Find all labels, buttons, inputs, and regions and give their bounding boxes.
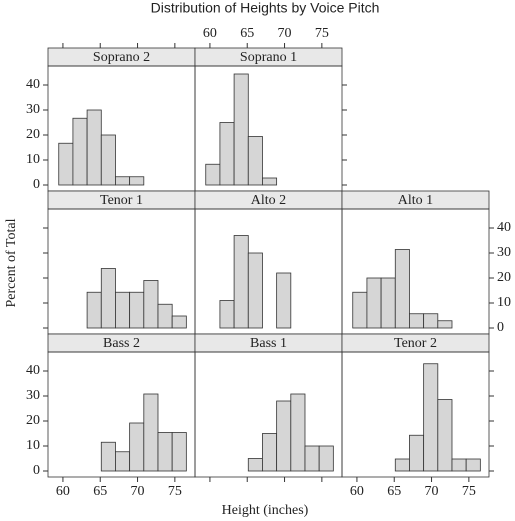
bar xyxy=(451,458,467,472)
bar xyxy=(219,122,235,186)
panel xyxy=(341,351,490,478)
y-axis-label: Percent of Total xyxy=(4,218,19,307)
bar xyxy=(233,73,249,186)
bar xyxy=(143,393,159,472)
x-axis-label: Height (inches) xyxy=(222,503,309,518)
bar xyxy=(157,303,173,329)
bar xyxy=(205,163,221,186)
chart-title: Distribution of Heights by Voice Pitch xyxy=(151,0,380,16)
x-tick-label: 75 xyxy=(315,26,329,41)
bar xyxy=(58,142,74,186)
x-tick-label: 75 xyxy=(168,484,182,499)
bar xyxy=(290,393,306,472)
y-tick-label: 30 xyxy=(26,388,40,403)
bar xyxy=(262,433,278,472)
bar xyxy=(115,451,131,472)
bar xyxy=(247,252,263,329)
y-tick-label: 30 xyxy=(497,245,511,260)
bar xyxy=(465,458,481,472)
bar xyxy=(366,277,382,329)
bar xyxy=(437,320,453,329)
bar xyxy=(409,434,425,472)
bar xyxy=(86,109,102,186)
y-tick-label: 40 xyxy=(26,77,40,92)
bar xyxy=(423,313,439,329)
y-tick-label: 30 xyxy=(26,102,40,117)
bar xyxy=(247,458,263,472)
x-tick-label: 70 xyxy=(131,484,145,499)
bar xyxy=(247,136,263,186)
y-tick-label: 10 xyxy=(497,295,511,310)
x-tick-label: 60 xyxy=(350,484,364,499)
y-tick-label: 20 xyxy=(26,127,40,142)
bar xyxy=(100,441,116,472)
bar xyxy=(409,313,425,329)
panel-title: Soprano 1 xyxy=(240,50,297,65)
bar xyxy=(100,134,116,186)
y-tick-label: 10 xyxy=(26,152,40,167)
bar xyxy=(129,176,145,186)
bar xyxy=(437,399,453,472)
bar xyxy=(394,249,410,329)
y-tick-label: 20 xyxy=(26,413,40,428)
x-tick-label: 60 xyxy=(56,484,70,499)
bar xyxy=(276,400,292,472)
bar xyxy=(143,280,159,329)
y-tick-label: 40 xyxy=(497,220,511,235)
y-tick-label: 0 xyxy=(33,463,40,478)
bar xyxy=(380,277,396,329)
x-tick-label: 75 xyxy=(462,484,476,499)
y-tick-label: 0 xyxy=(497,320,504,335)
bar xyxy=(157,432,173,472)
panel-title: Alto 2 xyxy=(251,193,286,208)
x-tick-label: 70 xyxy=(278,26,292,41)
bar xyxy=(276,272,292,329)
bar xyxy=(129,422,145,472)
x-tick-label: 70 xyxy=(425,484,439,499)
bar xyxy=(171,432,187,472)
x-tick-label: 60 xyxy=(203,26,217,41)
bar xyxy=(423,363,439,472)
bar xyxy=(171,315,187,329)
panel-title: Alto 1 xyxy=(398,193,433,208)
bar xyxy=(72,117,88,186)
panel-title: Soprano 2 xyxy=(93,50,150,65)
bar xyxy=(262,177,278,186)
x-tick-label: 65 xyxy=(240,26,254,41)
x-tick-label: 65 xyxy=(93,484,107,499)
bar xyxy=(352,291,368,329)
panel-title: Tenor 2 xyxy=(394,336,437,351)
bar xyxy=(304,445,320,472)
bar xyxy=(115,291,131,329)
bar xyxy=(394,458,410,472)
y-tick-label: 40 xyxy=(26,363,40,378)
panel-title: Bass 1 xyxy=(250,336,287,351)
y-tick-label: 0 xyxy=(33,177,40,192)
bar xyxy=(115,176,131,186)
y-tick-label: 20 xyxy=(497,270,511,285)
panel xyxy=(194,208,343,335)
bar xyxy=(233,235,249,329)
bar xyxy=(129,291,145,329)
y-tick-label: 10 xyxy=(26,438,40,453)
bar xyxy=(86,291,102,329)
panel-title: Bass 2 xyxy=(103,336,140,351)
bar xyxy=(219,300,235,329)
x-tick-label: 65 xyxy=(387,484,401,499)
bar xyxy=(318,445,334,472)
panel-title: Tenor 1 xyxy=(100,193,143,208)
bar xyxy=(100,268,116,329)
